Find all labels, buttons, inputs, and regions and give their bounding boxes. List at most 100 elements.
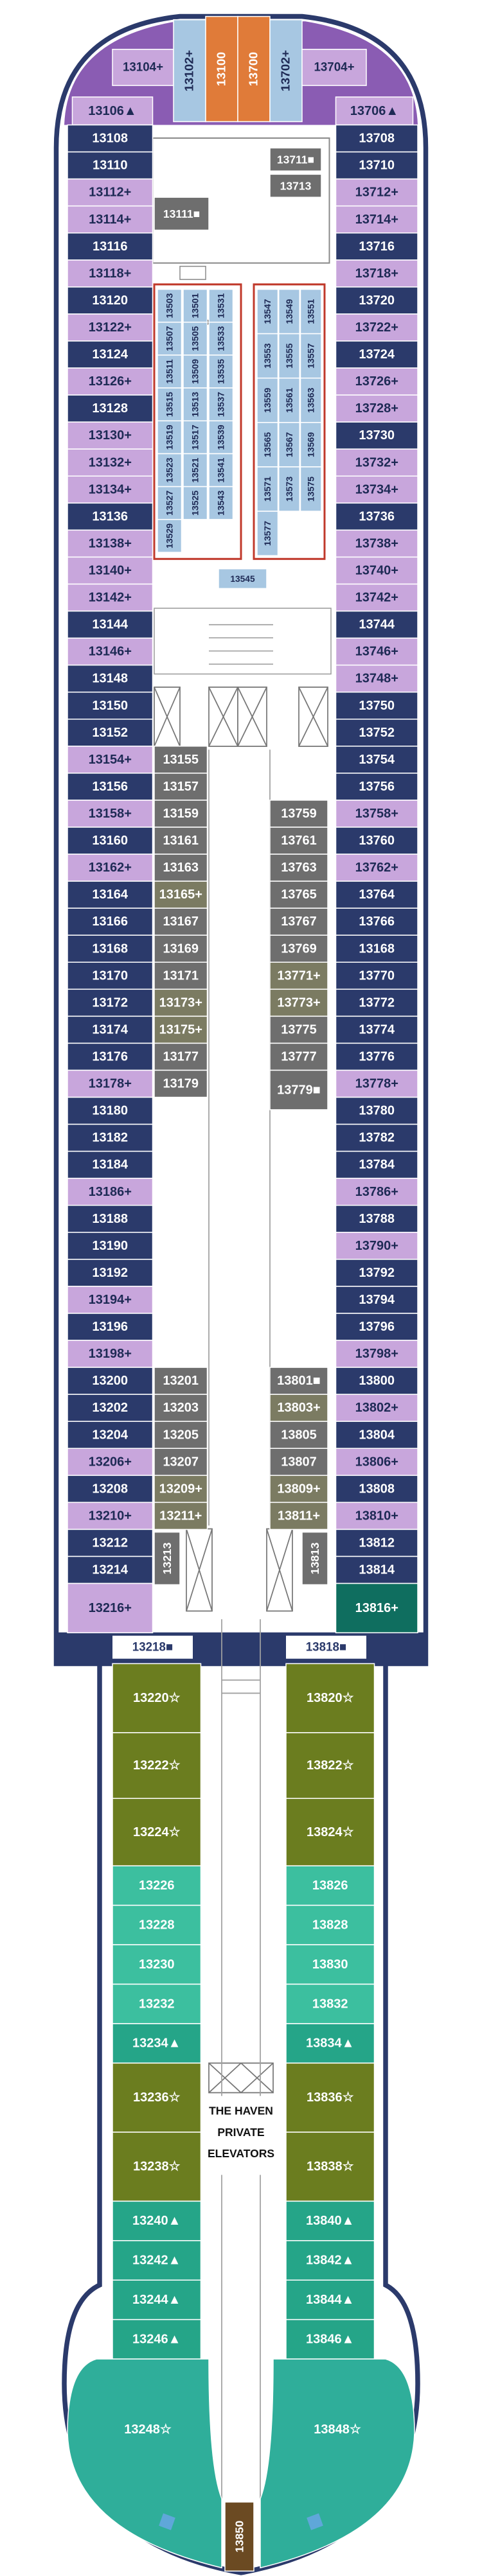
cabin-label: 13535 — [216, 359, 226, 384]
cabin-label: 13767 — [281, 915, 317, 929]
cabin-label: 13124 — [92, 347, 128, 362]
cabin-label: 13800 — [359, 1374, 395, 1388]
cabin-label: 13802+ — [355, 1401, 398, 1415]
cabin — [335, 773, 418, 801]
cabin-label: 13208 — [92, 1482, 128, 1496]
cabin — [67, 475, 154, 504]
cabin-label: 13186+ — [89, 1185, 132, 1199]
cabin — [112, 2318, 202, 2360]
cabin — [154, 988, 208, 1017]
cabin — [67, 1069, 154, 1098]
cabin-label: 13836☆ — [307, 2090, 354, 2105]
cabin-label: 13758+ — [355, 807, 398, 821]
cabin — [269, 1448, 328, 1476]
cabin — [157, 355, 183, 389]
cabin — [269, 1421, 328, 1450]
cabin — [335, 556, 418, 585]
cabin-label: 13106▲ — [88, 104, 136, 118]
cabin-label: 13773+ — [277, 995, 320, 1010]
cabin-label: 13794 — [359, 1293, 395, 1307]
cabin-label: 13714+ — [355, 213, 398, 227]
elevators — [154, 687, 328, 2094]
cabin-label: 13765 — [281, 888, 317, 902]
cabin-label: 13157 — [163, 780, 199, 794]
cabin — [335, 1150, 418, 1179]
cabin-label: 13244▲ — [132, 2293, 181, 2307]
cabin-label: 13826 — [312, 1879, 348, 1893]
cabin-label: 13160 — [92, 834, 128, 848]
cabin-label: 13100 — [215, 52, 229, 86]
cabin — [335, 1421, 418, 1450]
cabin-label: 13754 — [359, 753, 395, 767]
cabin — [154, 1475, 208, 1503]
cabin-label: 13158+ — [89, 807, 132, 821]
cabin — [335, 421, 418, 450]
cabin-label: 13110 — [93, 158, 128, 172]
cabin-label: 13511 — [165, 359, 175, 384]
cabin — [67, 854, 154, 882]
cabin — [112, 2200, 202, 2241]
cabin-label: 13702+ — [280, 50, 293, 92]
cabin-label: 13766 — [359, 915, 395, 929]
cabin-label: 13122+ — [89, 320, 132, 335]
cabin-label: 13163 — [163, 861, 199, 875]
cabin-label: 13211+ — [159, 1509, 202, 1523]
cabin-label: 13236☆ — [133, 2090, 181, 2105]
cabin — [208, 387, 234, 422]
cabin — [154, 1069, 208, 1098]
cabin — [67, 421, 154, 450]
cabin — [299, 466, 322, 512]
cabin — [285, 2200, 375, 2241]
cabin-label: 13525 — [190, 490, 201, 515]
cabin-label: 13848☆ — [314, 2423, 361, 2437]
cabin-label: 13809+ — [277, 1482, 320, 1496]
cabin — [67, 529, 154, 558]
cabin-label: 13840▲ — [306, 2214, 354, 2228]
cabin — [335, 502, 418, 531]
cabin — [269, 19, 303, 123]
cabin-label: 13142+ — [89, 590, 132, 604]
cabin-label: 13780 — [359, 1103, 395, 1117]
cabin-label: 13752 — [359, 726, 395, 740]
cabin-label: 13706▲ — [350, 104, 398, 118]
cabin — [154, 961, 208, 990]
cabin — [269, 147, 322, 171]
cabin — [67, 1204, 154, 1233]
stair-area — [154, 608, 332, 675]
deck-fixture — [159, 2513, 175, 2530]
cabin-label: 13126+ — [89, 374, 132, 389]
cabin-label: 13523 — [165, 457, 175, 482]
cabin-label: 13210+ — [89, 1509, 132, 1523]
cabin-label: 13724 — [359, 347, 395, 362]
cabin — [208, 288, 234, 323]
cabin — [335, 394, 418, 423]
cabin-label: 13206+ — [89, 1455, 132, 1469]
cabin-label: 13194+ — [89, 1293, 132, 1307]
cabin-label: 13108 — [92, 131, 128, 145]
cabin-label: 13539 — [216, 425, 226, 450]
cabin — [335, 1313, 418, 1341]
cabin-label: 13207 — [163, 1455, 199, 1469]
cabin — [285, 1798, 375, 1866]
cabin-label: 13816+ — [355, 1601, 398, 1615]
cabin-label: 13238☆ — [133, 2160, 181, 2174]
cabin — [67, 1177, 154, 1206]
cabin-label: 13170 — [92, 968, 128, 983]
cabin — [260, 2358, 415, 2569]
cabin — [183, 420, 208, 455]
cabin — [154, 1394, 208, 1422]
cabin — [67, 907, 154, 936]
cabin-label: 13140+ — [89, 563, 132, 577]
cabin-label: 13759 — [281, 807, 317, 821]
cabin-label: 13184 — [92, 1158, 128, 1172]
cabin-label: 13155 — [163, 753, 199, 767]
cabin-label: 13182 — [92, 1130, 128, 1144]
cabin-label: 13179 — [163, 1076, 199, 1091]
cabin — [208, 453, 234, 487]
cabin-label: 13152 — [92, 726, 128, 740]
cabin-label: 13728+ — [355, 401, 398, 416]
cabin-label: 13168 — [359, 942, 395, 956]
cabin-label: 13726+ — [355, 374, 398, 389]
cabin-label: 13177 — [163, 1049, 199, 1064]
cabin-label: 13111■ — [163, 207, 200, 220]
